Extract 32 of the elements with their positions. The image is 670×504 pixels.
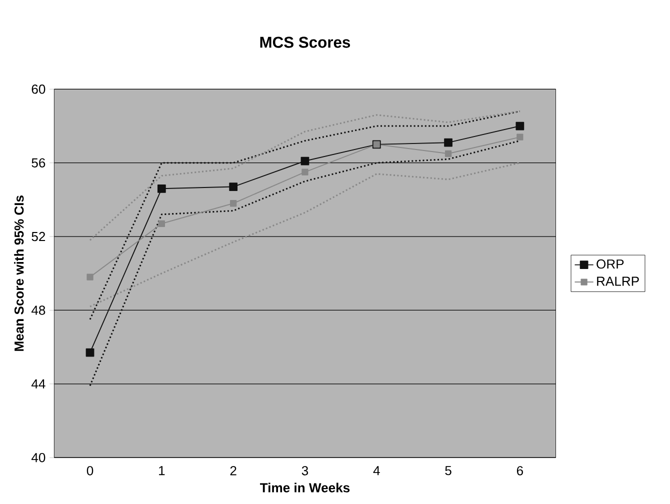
y-tick-label: 40 [31, 452, 46, 462]
x-tick-label: 0 [86, 466, 94, 476]
x-tick-label: 5 [445, 466, 452, 476]
point [444, 138, 452, 147]
x-tick-label: 3 [302, 466, 308, 476]
point [86, 274, 94, 280]
point [300, 156, 310, 166]
point [86, 348, 94, 357]
y-tick-label: 56 [32, 158, 46, 168]
point [230, 200, 237, 207]
point [302, 168, 308, 176]
x-tick-label: 2 [230, 466, 236, 476]
legend-label: ORP [596, 259, 624, 269]
y-tick-label: 60 [32, 84, 46, 94]
legend-label: RALRP [597, 276, 639, 286]
x-axis-title: Time in Weeks [260, 482, 350, 492]
point [516, 122, 524, 130]
chart-title: MCS Scores [260, 36, 350, 48]
x-tick-label: 1 [159, 466, 165, 476]
line-series [89, 162, 521, 308]
point [444, 150, 452, 157]
point [158, 220, 165, 227]
point [516, 134, 524, 140]
point [157, 184, 166, 193]
point [229, 182, 238, 191]
y-axis-title: Mean Score with 95% CIs [14, 196, 24, 351]
y-tick-label: 52 [32, 232, 46, 242]
y-tick-label: 48 [31, 306, 46, 315]
x-tick-label: 4 [373, 466, 380, 476]
x-tick-label: 6 [516, 466, 523, 476]
y-tick-label: 44 [31, 379, 46, 388]
line-series [89, 110, 521, 241]
